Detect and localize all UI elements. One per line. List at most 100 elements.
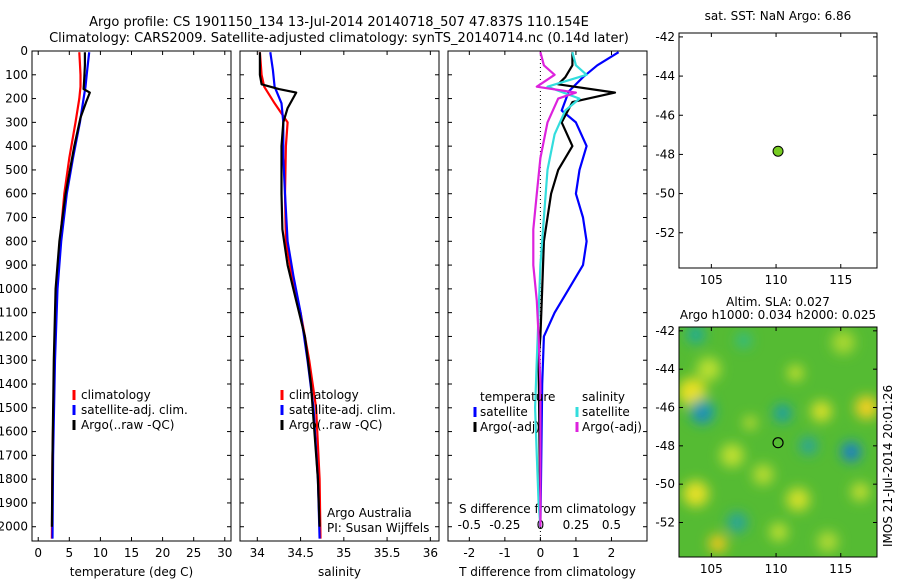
sla-anomaly-blob <box>851 482 870 501</box>
legend-label: Argo(-adj) <box>582 420 642 434</box>
legend-label: climatology <box>289 388 359 402</box>
header-line2: Climatology: CARS2009. Satellite-adjuste… <box>49 31 629 46</box>
y-tick-label: 500 <box>5 163 28 177</box>
x-tick-label: 20 <box>155 546 170 560</box>
y-tick-label: 1300 <box>0 353 28 367</box>
temperature-profile-panel: 0 5 10 15 20 25 30 temperature (deg C) 0 100 200 30… <box>0 44 232 579</box>
map-frame <box>678 32 878 269</box>
legend-label: satellite <box>480 405 528 419</box>
s-diff-tick-label: 0.5 <box>602 518 621 532</box>
y-tick-label: -46 <box>655 401 675 415</box>
x-tick-label: 105 <box>700 562 723 576</box>
sla-map-panel: 105 110 115 -42 -44 -46 -48 -50 -52 Altim. SLA: 0… <box>655 295 878 576</box>
sla-anomaly-blob <box>811 400 832 422</box>
plot-frame <box>447 50 648 542</box>
x-tick-label: 35 <box>336 546 351 560</box>
x-tick-label: 0 <box>34 546 42 560</box>
y-tick-label: 1500 <box>0 401 28 415</box>
y-tick-label: -48 <box>655 439 675 453</box>
y-tick-label: 400 <box>5 139 28 153</box>
y-tick-label: -52 <box>655 516 675 530</box>
s-diff-tick-label: -0.5 <box>458 518 481 532</box>
x-tick-label: 115 <box>829 273 852 287</box>
s-diff-tick-label: -0.25 <box>489 518 520 532</box>
x-tick-label: -2 <box>463 546 475 560</box>
x-tick-label: 110 <box>765 562 788 576</box>
y-tick-label: 1800 <box>0 472 28 486</box>
x-axis-label: temperature (deg C) <box>70 565 193 579</box>
y-tick-label: 1600 <box>0 425 28 439</box>
sla-anomaly-blob <box>855 395 877 420</box>
legend-label: satellite <box>582 405 630 419</box>
sla-field <box>679 327 877 553</box>
legend-label: satellite-adj. clim. <box>81 403 188 417</box>
y-tick-label: -50 <box>655 187 675 201</box>
y-tick-label: 800 <box>5 234 28 248</box>
x-tick-label: 115 <box>829 562 852 576</box>
y-tick-label: 1900 <box>0 496 28 510</box>
x-tick-label: 36 <box>423 546 438 560</box>
legend-label: satellite-adj. clim. <box>289 403 396 417</box>
timestamp-stamp: IMOS 21-Jul-2014 20:01:26 <box>881 385 895 547</box>
y-tick-label: 1000 <box>0 282 28 296</box>
sla-anomaly-blob <box>686 327 705 344</box>
x-tick-label: 105 <box>700 273 723 287</box>
x-tick-label: 30 <box>217 546 232 560</box>
map-title: sat. SST: NaN Argo: 6.86 <box>705 9 852 23</box>
map-title-line2: Argo h1000: 0.034 h2000: 0.025 <box>680 308 876 322</box>
x-tick-label: 34.5 <box>287 546 314 560</box>
x-axis-label: salinity <box>318 565 361 579</box>
sst-map-panel: 105 110 115 -42 -44 -46 -48 -50 -52 sat. SST: NaN… <box>655 9 878 287</box>
x-tick-label: 2 <box>608 546 616 560</box>
sla-anomaly-blob <box>735 332 752 349</box>
y-tick-label: 600 <box>5 187 28 201</box>
x-tick-label: 35.5 <box>374 546 401 560</box>
x-tick-label: 10 <box>93 546 108 560</box>
y-tick-label: -52 <box>655 226 675 240</box>
x-tick-label: 0 <box>537 546 545 560</box>
y-tick-label: -48 <box>655 147 675 161</box>
sla-anomaly-blob <box>846 448 856 459</box>
y-tick-label: 1100 <box>0 306 28 320</box>
map-frame <box>678 326 878 558</box>
sla-anomaly-blob <box>726 512 748 533</box>
sla-anomaly-blob <box>786 487 810 512</box>
series-line <box>258 52 321 527</box>
y-tick-label: -46 <box>655 108 675 122</box>
s-diff-tick-label: 0.25 <box>563 518 590 532</box>
y-tick-label: 2000 <box>0 520 28 534</box>
sla-anomaly-blob <box>696 409 709 421</box>
series-line <box>537 52 617 527</box>
sla-anomaly-blob <box>799 436 818 455</box>
series-line <box>532 51 577 527</box>
sla-anomaly-blob <box>817 531 839 553</box>
salinity-profile-panel: 34 34.5 35 35.5 36 salinity climatologysatelli… <box>239 50 440 579</box>
sla-anomaly-blob <box>720 443 744 468</box>
sla-anomaly-blob <box>787 365 804 381</box>
sla-anomaly-blob <box>831 330 856 354</box>
difference-profile-panel: -2 -1 0 1 2 T difference from climatology -0.5… <box>447 50 648 579</box>
sla-anomaly-blob <box>773 404 792 423</box>
x-tick-label: 110 <box>765 273 788 287</box>
x-tick-label: 25 <box>186 546 201 560</box>
y-tick-label: 200 <box>5 92 28 106</box>
legend-label: Argo(..raw -QC) <box>81 418 174 432</box>
y-tick-label: 700 <box>5 211 28 225</box>
x-tick-label: 15 <box>124 546 139 560</box>
y-tick-label: -42 <box>655 30 675 44</box>
y-tick-label: 1700 <box>0 448 28 462</box>
y-tick-label: -50 <box>655 477 675 491</box>
float-annotation: PI: Susan Wijffels <box>327 521 429 535</box>
legend-label: Argo(-adj) <box>480 420 540 434</box>
legend-title: temperature <box>480 390 555 404</box>
sla-anomaly-blob <box>708 534 727 553</box>
y-tick-label: 900 <box>5 258 28 272</box>
series-line <box>50 52 91 527</box>
sla-anomaly-blob <box>752 464 774 485</box>
header-line1: Argo profile: CS 1901150_134 13-Jul-2014… <box>89 15 589 30</box>
y-tick-label: 1400 <box>0 377 28 391</box>
y-tick-label: -44 <box>655 362 675 376</box>
sla-anomaly-blob <box>697 357 721 381</box>
map-title-line1: Altim. SLA: 0.027 <box>726 295 830 309</box>
